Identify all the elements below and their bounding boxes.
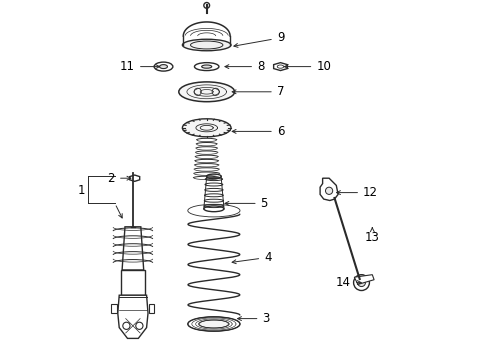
Text: 1: 1 xyxy=(78,184,85,197)
Circle shape xyxy=(357,279,365,287)
Text: 7: 7 xyxy=(232,85,284,98)
Ellipse shape xyxy=(179,82,234,102)
Ellipse shape xyxy=(198,320,229,328)
Text: 3: 3 xyxy=(237,312,269,325)
Text: 8: 8 xyxy=(224,60,264,73)
Text: 2: 2 xyxy=(107,172,131,185)
Circle shape xyxy=(136,322,142,329)
Text: 12: 12 xyxy=(336,186,377,199)
Polygon shape xyxy=(129,175,140,181)
Ellipse shape xyxy=(154,62,172,71)
Polygon shape xyxy=(122,227,143,270)
Text: 5: 5 xyxy=(224,197,267,210)
Ellipse shape xyxy=(201,65,211,68)
Polygon shape xyxy=(273,63,287,71)
Polygon shape xyxy=(121,270,144,295)
Text: 9: 9 xyxy=(233,31,284,48)
Polygon shape xyxy=(111,304,117,313)
Text: 11: 11 xyxy=(120,60,159,73)
Text: 6: 6 xyxy=(232,125,284,138)
Ellipse shape xyxy=(187,317,240,331)
Polygon shape xyxy=(320,178,337,201)
Polygon shape xyxy=(149,304,154,313)
Text: 13: 13 xyxy=(364,228,379,244)
Circle shape xyxy=(203,3,209,8)
Circle shape xyxy=(122,322,130,329)
Text: 4: 4 xyxy=(232,251,271,264)
Ellipse shape xyxy=(182,119,230,137)
Ellipse shape xyxy=(194,63,219,71)
Ellipse shape xyxy=(159,65,167,69)
Circle shape xyxy=(325,187,332,194)
Polygon shape xyxy=(354,275,373,284)
Circle shape xyxy=(353,275,368,291)
Ellipse shape xyxy=(182,39,230,51)
Text: 14: 14 xyxy=(335,276,361,289)
Polygon shape xyxy=(118,295,148,338)
Text: 10: 10 xyxy=(284,60,330,73)
